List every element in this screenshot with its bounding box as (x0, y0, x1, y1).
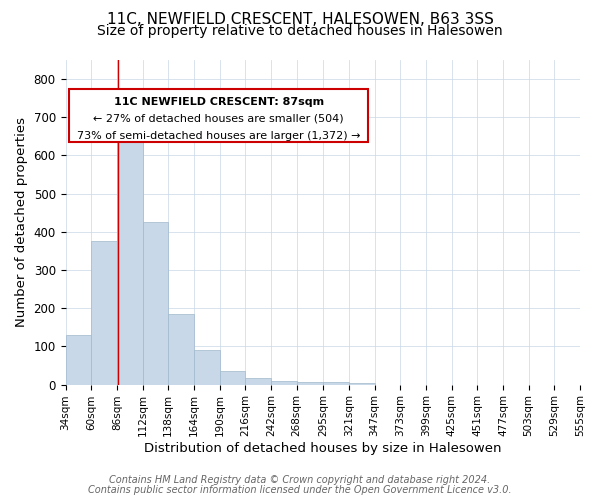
Bar (245, 378, 271, 384)
X-axis label: Distribution of detached houses by size in Halesowen: Distribution of detached houses by size … (144, 442, 502, 455)
Text: Contains public sector information licensed under the Open Government Licence v3: Contains public sector information licen… (88, 485, 512, 495)
Bar (65, 335, 91, 384)
Bar (296, 382, 323, 384)
Text: 11C, NEWFIELD CRESCENT, HALESOWEN, B63 3SS: 11C, NEWFIELD CRESCENT, HALESOWEN, B63 3… (107, 12, 493, 28)
Bar (349, 382, 374, 384)
Bar (271, 381, 296, 384)
Text: Size of property relative to detached houses in Halesowen: Size of property relative to detached ho… (97, 24, 503, 38)
Text: Contains HM Land Registry data © Crown copyright and database right 2024.: Contains HM Land Registry data © Crown c… (109, 475, 491, 485)
Bar (323, 382, 349, 384)
Text: 11C NEWFIELD CRESCENT: 87sqm: 11C NEWFIELD CRESCENT: 87sqm (113, 97, 323, 107)
Bar (117, 142, 143, 384)
Y-axis label: Number of detached properties: Number of detached properties (15, 118, 28, 328)
Bar (168, 314, 194, 384)
Bar (220, 371, 245, 384)
FancyBboxPatch shape (70, 88, 368, 142)
Bar (143, 222, 168, 384)
Bar (91, 242, 117, 384)
Bar (194, 350, 220, 384)
Text: 73% of semi-detached houses are larger (1,372) →: 73% of semi-detached houses are larger (… (77, 130, 361, 140)
Text: ← 27% of detached houses are smaller (504): ← 27% of detached houses are smaller (50… (93, 114, 344, 124)
